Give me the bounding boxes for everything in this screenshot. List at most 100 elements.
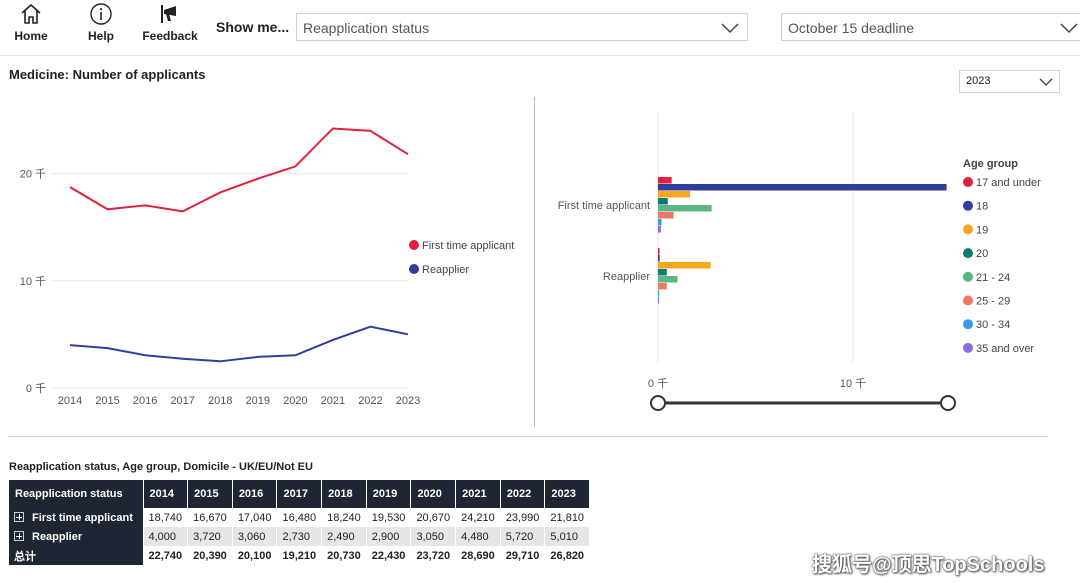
table-cell: 16,670 [187, 508, 233, 527]
column-header: 2020 [410, 480, 457, 508]
x-tick-label: 0 千 [648, 377, 668, 390]
page-title: Medicine: Number of applicants [9, 67, 206, 82]
table-title: Reapplication status, Age group, Domicil… [9, 461, 313, 473]
y-tick-label: 10 千 [20, 275, 46, 288]
bar [658, 276, 678, 283]
column-header: 2016 [232, 480, 278, 508]
slider-handle-min[interactable] [650, 395, 666, 411]
column-header: 2023 [544, 480, 591, 508]
x-tick-label: 2017 [170, 395, 194, 407]
expand-icon[interactable] [14, 531, 24, 541]
total-cell: 28,690 [455, 546, 501, 565]
legend-label: 35 and over [976, 343, 1034, 355]
bar [658, 191, 691, 198]
table-cell: 3,050 [410, 527, 457, 546]
home-icon [21, 4, 41, 24]
total-label: 总计 [9, 546, 144, 565]
series-line [69, 325, 409, 363]
bar [658, 283, 667, 290]
column-header: Reapplication status [9, 480, 144, 508]
feedback-label: Feedback [142, 29, 198, 43]
legend-label: 21 - 24 [976, 272, 1010, 284]
y-tick-label: 20 千 [20, 168, 46, 181]
legend-marker [963, 271, 973, 282]
total-cell: 20,730 [321, 546, 367, 565]
legend-marker [963, 248, 973, 259]
expand-icon[interactable] [14, 512, 24, 522]
table-cell: 3,060 [232, 527, 278, 546]
legend-marker [963, 342, 973, 353]
slider-handle-max[interactable] [940, 395, 956, 411]
chevron-down-icon [1060, 23, 1078, 34]
total-cell: 20,100 [232, 546, 278, 565]
legend-marker [963, 319, 973, 330]
line-chart: 20 千 10 千 0 千 2014 2015 2016 2017 2018 2019 2020… [20, 127, 514, 407]
row-header[interactable]: Reapplier [9, 527, 144, 546]
help-label: Help [87, 29, 114, 43]
table-cell: 24,210 [455, 508, 501, 527]
legend-label: 25 - 29 [976, 296, 1010, 308]
table-cell: 20,670 [410, 508, 457, 527]
panel-divider [534, 97, 535, 427]
total-cell: 22,430 [366, 546, 412, 565]
x-tick-label: 2015 [95, 395, 119, 407]
table-cell: 5,720 [500, 527, 546, 546]
year-dropdown[interactable]: 2023 [959, 70, 1060, 93]
legend-marker [963, 177, 973, 187]
total-cell: 22,740 [143, 546, 189, 565]
x-tick-label: 2016 [133, 395, 157, 407]
legend-label: 19 [976, 224, 988, 236]
home-label: Home [14, 29, 48, 43]
category-label: First time applicant [558, 200, 650, 212]
table-cell: 2,490 [321, 527, 367, 546]
legend-label: 18 [976, 201, 988, 213]
series-line [69, 127, 409, 213]
column-header: 2022 [500, 480, 546, 508]
bar [658, 255, 660, 262]
chevron-down-icon [721, 23, 739, 34]
status-dropdown[interactable]: Reapplication status [296, 13, 748, 41]
x-tick-label: 2014 [58, 395, 82, 407]
bar [658, 290, 660, 297]
x-tick-label: 10 千 [840, 377, 866, 390]
column-header: 2021 [455, 480, 501, 508]
legend-marker [409, 264, 419, 274]
show-me-label: Show me... [216, 19, 290, 35]
legend-label: 17 and under [976, 177, 1041, 189]
category-label: Reapplier [603, 271, 650, 283]
bar-chart: First time applicant Reapplier 0 千 10 千 Ag… [558, 112, 1041, 411]
x-tick-label: 2022 [358, 395, 382, 407]
table-cell: 4,000 [143, 527, 189, 546]
status-dropdown-value: Reapplication status [303, 20, 430, 36]
table-header-row: Reapplication status 2014 2015 2016 2017… [9, 480, 591, 508]
deadline-dropdown[interactable]: October 15 deadline [781, 13, 1080, 41]
watermark: 搜狐号@顶思TopSchools [812, 554, 1045, 576]
table-cell: 23,990 [500, 508, 546, 527]
legend-marker [409, 240, 419, 250]
bar [658, 262, 711, 269]
legend-label: Reapplier [422, 264, 469, 276]
x-tick-label: 2023 [396, 395, 420, 407]
total-cell: 26,820 [544, 546, 591, 565]
total-cell: 20,390 [187, 546, 233, 565]
row-label: First time applicant [32, 512, 133, 524]
home-button[interactable]: Home [10, 2, 52, 43]
table-cell: 5,010 [544, 527, 591, 546]
row-header[interactable]: First time applicant [9, 508, 144, 527]
x-tick-label: 2019 [246, 395, 270, 407]
bar [658, 177, 672, 184]
row-label: Reapplier [32, 531, 83, 543]
range-slider[interactable] [650, 395, 956, 411]
column-header: 2014 [143, 480, 189, 508]
table-cell: 3,720 [187, 527, 233, 546]
bar [658, 248, 660, 255]
bar [658, 297, 659, 304]
bar [658, 198, 668, 205]
total-cell: 29,710 [500, 546, 546, 565]
column-header: 2015 [187, 480, 233, 508]
feedback-button[interactable]: Feedback [142, 2, 198, 43]
help-button[interactable]: Help [82, 2, 120, 43]
info-icon [90, 3, 112, 25]
year-dropdown-value: 2023 [966, 75, 991, 87]
legend-label: 30 - 34 [976, 319, 1010, 331]
